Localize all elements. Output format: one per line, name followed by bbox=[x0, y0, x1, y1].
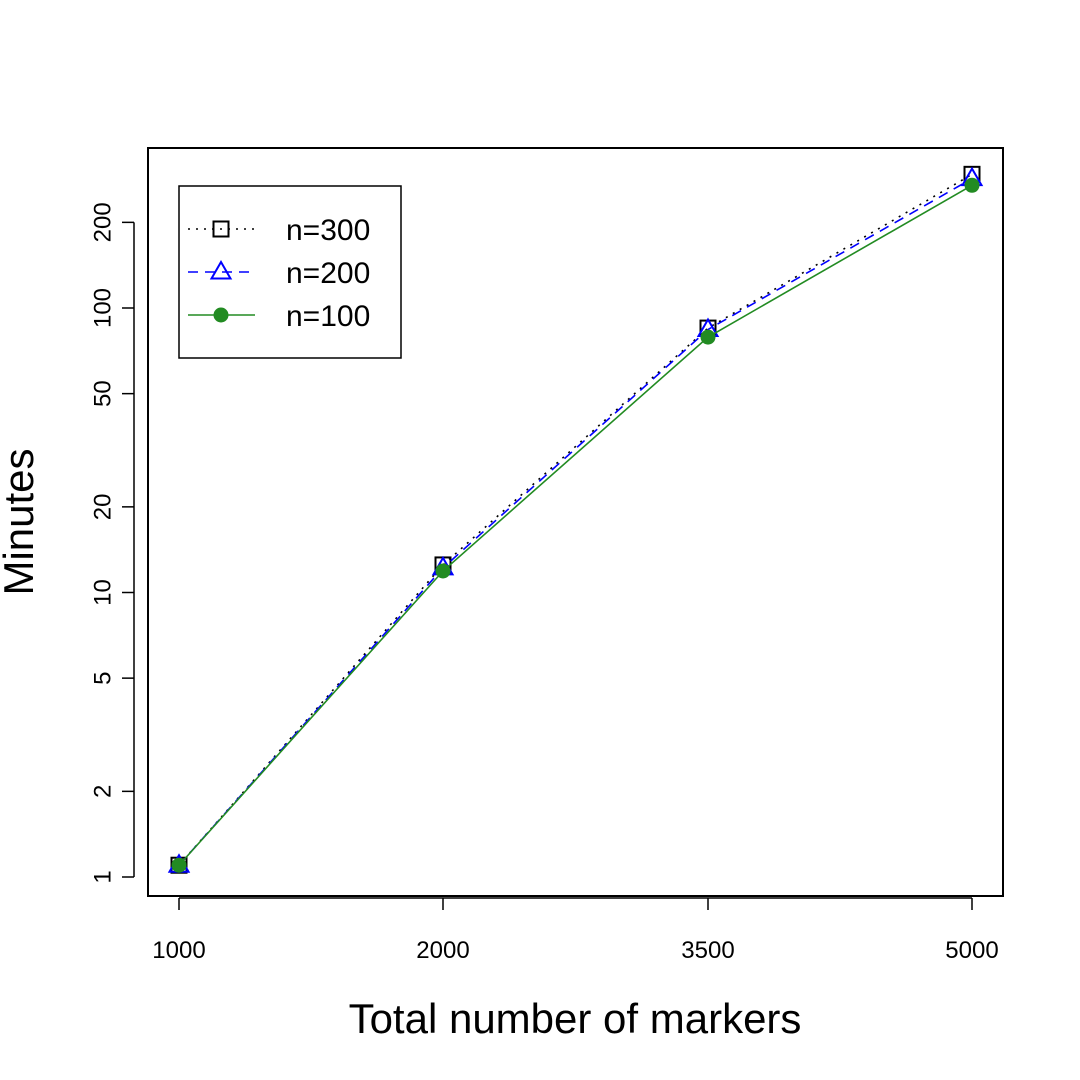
y-tick-label: 50 bbox=[89, 380, 116, 407]
y-tick-label: 20 bbox=[89, 494, 116, 521]
y-tick-label: 200 bbox=[89, 202, 116, 242]
x-axis-title: Total number of markers bbox=[349, 995, 802, 1042]
x-axis: 1000 2000 3500 5000 bbox=[152, 897, 999, 964]
legend-label: n=200 bbox=[286, 257, 370, 290]
y-tick-label: 1 bbox=[89, 870, 116, 883]
legend-label: n=100 bbox=[286, 300, 370, 333]
x-tick-label: 1000 bbox=[152, 937, 205, 964]
data-point bbox=[964, 177, 980, 193]
y-tick-label: 100 bbox=[89, 288, 116, 328]
legend-marker bbox=[213, 307, 229, 323]
y-tick-label: 5 bbox=[89, 671, 116, 684]
legend-marker bbox=[212, 220, 230, 238]
legend-entry: n=300 bbox=[188, 214, 370, 247]
y-axis: 1 2 5 10 20 50 100 200 bbox=[89, 202, 135, 884]
legend: n=300 n=200 n=100 bbox=[178, 185, 402, 359]
legend-label: n=300 bbox=[286, 214, 370, 247]
legend-entry: n=100 bbox=[188, 300, 370, 333]
data-point bbox=[435, 563, 451, 579]
series-n=100 bbox=[171, 177, 980, 873]
data-point bbox=[700, 329, 716, 345]
x-tick-label: 2000 bbox=[416, 937, 469, 964]
series-line bbox=[178, 177, 973, 866]
x-tick-label: 3500 bbox=[681, 937, 734, 964]
plot-frame bbox=[147, 147, 1004, 897]
y-tick-label: 2 bbox=[89, 785, 116, 798]
series-line bbox=[178, 184, 973, 866]
y-axis-title: Minutes bbox=[0, 448, 42, 595]
series-layer bbox=[167, 165, 984, 874]
legend-entry: n=200 bbox=[188, 257, 370, 290]
x-tick-label: 5000 bbox=[945, 937, 998, 964]
legend-marker bbox=[209, 259, 233, 280]
y-tick-label: 10 bbox=[89, 579, 116, 606]
data-point bbox=[171, 857, 187, 873]
series-line bbox=[178, 173, 973, 866]
